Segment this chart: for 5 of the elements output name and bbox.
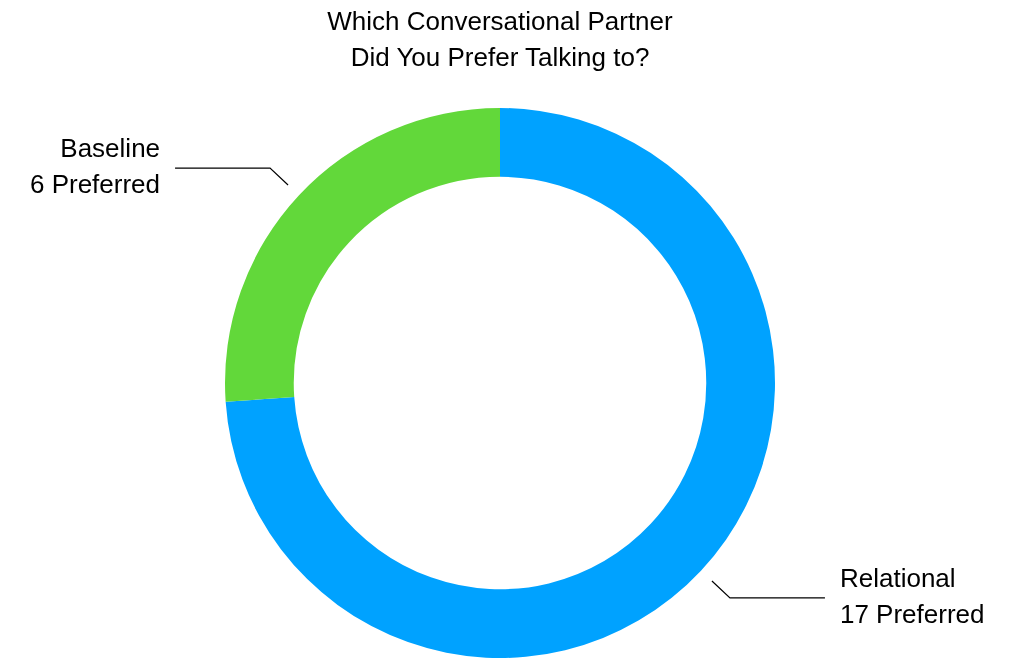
data-label: 17 Preferred <box>839 599 985 630</box>
slice-label: Baseline <box>60 133 161 164</box>
chart-title: Which Conversational Partner Did You Prefer Talking to? <box>327 6 674 72</box>
slice-label: Relational <box>839 563 956 594</box>
data-label: 6 Preferred <box>29 169 161 200</box>
